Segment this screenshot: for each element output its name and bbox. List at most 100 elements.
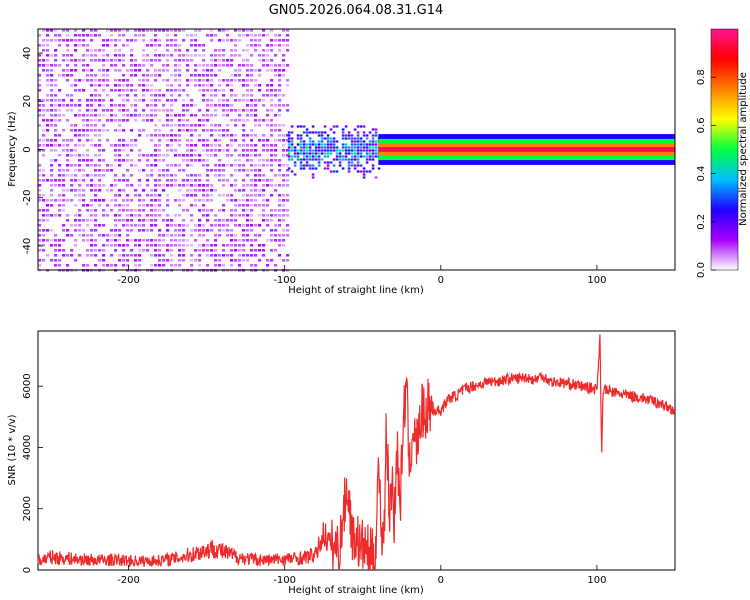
heatmap-cell: [262, 99, 266, 102]
heatmap-cell: [182, 154, 186, 157]
heatmap-cell: [126, 219, 130, 222]
heatmap-cell: [146, 194, 150, 197]
heatmap-cell: [66, 54, 70, 57]
heatmap-cell: [222, 109, 226, 112]
heatmap-cell: [182, 99, 186, 102]
heatmap-cell: [86, 184, 90, 187]
heatmap-cell: [110, 239, 114, 242]
heatmap-cell: [126, 229, 130, 232]
heatmap-cell: [110, 104, 114, 107]
heatmap-cell: [190, 174, 194, 177]
heatmap-cell: [308, 152, 312, 155]
heatmap-cell: [194, 239, 198, 242]
heatmap-cell: [206, 79, 210, 82]
heatmap-cell: [82, 169, 86, 172]
heatmap-cell: [323, 143, 327, 146]
heatmap-cell: [142, 34, 146, 37]
heatmap-cell: [134, 69, 138, 72]
heatmap-cell: [274, 39, 278, 42]
heatmap-cell: [246, 84, 250, 87]
heatmap-cell: [138, 254, 142, 257]
heatmap-cell: [305, 128, 309, 131]
heatmap-cell: [182, 124, 186, 127]
heatmap-cell: [130, 224, 134, 227]
heatmap-cell: [74, 44, 78, 47]
heatmap-cell: [368, 170, 372, 173]
heatmap-cell: [270, 94, 274, 97]
heatmap-cell: [250, 199, 254, 202]
heatmap-cell: [242, 29, 246, 32]
heatmap-cell: [246, 109, 250, 112]
heatmap-cell: [314, 143, 318, 146]
heatmap-cell: [170, 219, 174, 222]
heatmap-cell: [278, 254, 282, 257]
heatmap-cell: [246, 234, 250, 237]
heatmap-cell: [190, 179, 194, 182]
heatmap-cell: [270, 229, 274, 232]
heatmap-cell: [138, 34, 142, 37]
heatmap-cell: [258, 174, 262, 177]
heatmap-cell: [126, 159, 130, 162]
heatmap-cell: [102, 259, 106, 262]
heatmap-cell: [226, 64, 230, 67]
heatmap-cell: [146, 249, 150, 252]
heatmap-cell: [66, 104, 70, 107]
heatmap-cell: [344, 134, 348, 137]
heatmap-cell: [78, 224, 82, 227]
heatmap-cell: [302, 158, 306, 161]
heatmap-cell: [242, 119, 246, 122]
heatmap-cell: [182, 159, 186, 162]
heatmap-cell: [238, 74, 242, 77]
heatmap-cell: [170, 89, 174, 92]
heatmap-cell: [290, 143, 294, 146]
heatmap-cell: [74, 129, 78, 132]
heatmap-cell: [258, 54, 262, 57]
heatmap-cell: [242, 99, 246, 102]
heatmap-cell: [254, 224, 258, 227]
heatmap-cell: [154, 74, 158, 77]
heatmap-cell: [90, 119, 94, 122]
heatmap-cell: [338, 164, 342, 167]
heatmap-cell: [335, 158, 339, 161]
heatmap-cell: [166, 49, 170, 52]
heatmap-cell: [186, 174, 190, 177]
heatmap-cell: [38, 74, 42, 77]
heatmap-cell: [282, 239, 286, 242]
heatmap-cell: [250, 94, 254, 97]
heatmap-cell: [356, 158, 360, 161]
heatmap-cell: [42, 259, 46, 262]
heatmap-cell: [70, 199, 74, 202]
heatmap-cell: [50, 29, 54, 32]
heatmap-cell: [150, 189, 154, 192]
heatmap-cell: [210, 64, 214, 67]
heatmap-cell: [122, 224, 126, 227]
heatmap-cell: [154, 109, 158, 112]
heatmap-cell: [222, 264, 226, 267]
heatmap-cell: [86, 149, 90, 152]
heatmap-cell: [82, 114, 86, 117]
heatmap-cell: [218, 194, 222, 197]
heatmap-cell: [38, 179, 42, 182]
heatmap-cell: [194, 104, 198, 107]
heatmap-cell: [254, 119, 258, 122]
x-tick-label: -200: [117, 575, 140, 586]
heatmap-cell: [190, 44, 194, 47]
heatmap-cell: [98, 249, 102, 252]
heatmap-cell: [74, 114, 78, 117]
heatmap-cell: [250, 244, 254, 247]
heatmap-cell: [42, 104, 46, 107]
heatmap-cell: [329, 161, 333, 164]
heatmap-cell: [106, 234, 110, 237]
heatmap-cell: [374, 143, 378, 146]
heatmap-cell: [290, 137, 294, 140]
heatmap-cell: [86, 249, 90, 252]
heatmap-cell: [242, 254, 246, 257]
heatmap-cell: [270, 249, 274, 252]
heatmap-cell: [222, 29, 226, 32]
heatmap-cell: [146, 244, 150, 247]
heatmap-cell: [338, 155, 342, 158]
heatmap-cell: [146, 69, 150, 72]
heatmap-cell: [38, 89, 42, 92]
heatmap-cell: [317, 164, 321, 167]
heatmap-cell: [190, 99, 194, 102]
